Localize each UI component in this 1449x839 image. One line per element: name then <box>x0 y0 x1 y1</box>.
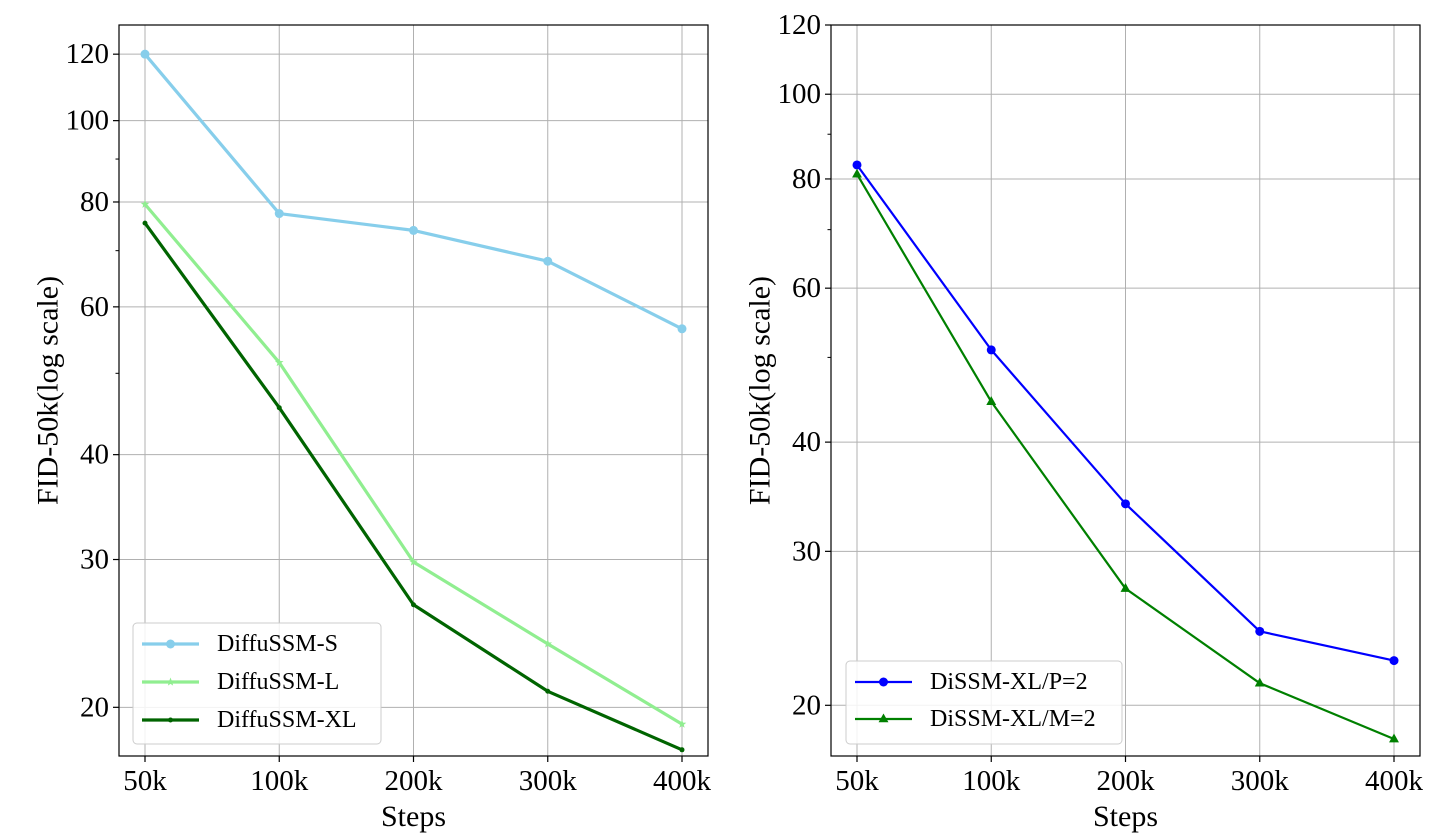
data-point <box>1254 677 1265 687</box>
data-point <box>140 49 150 59</box>
minor-ticks <box>827 133 831 358</box>
minor-ticks <box>115 158 119 374</box>
y-tick-label: 60 <box>792 272 821 304</box>
data-point <box>411 602 416 608</box>
data-point <box>1255 626 1265 636</box>
data-point <box>852 160 862 170</box>
chart-2: 20 30 40 60 80 100 120 50k 100k 200k 300k 400k Steps… <box>744 9 1424 833</box>
y-tick-label: 80 <box>792 163 821 195</box>
legend-box <box>132 622 382 745</box>
y-tick-label: 100 <box>66 105 110 137</box>
x-tick-label: 400k <box>653 765 712 797</box>
y-tick-label: 40 <box>80 439 109 471</box>
y-axis-label: FID-50k(log scale) <box>744 276 777 505</box>
data-point <box>545 688 551 694</box>
y-tick-label: 60 <box>80 291 109 323</box>
data-point <box>274 358 284 367</box>
y-tick-label: 120 <box>66 38 110 70</box>
data-point <box>679 747 685 753</box>
x-tick-label: 300k <box>1231 765 1290 797</box>
x-tick-label: 200k <box>385 765 444 797</box>
legend: DiSSM-XL/P=2 DiSSM-XL/M=2 <box>845 660 1123 745</box>
y-tick-label: 30 <box>80 544 109 576</box>
data-point <box>1120 583 1131 592</box>
data-point <box>140 199 150 208</box>
data-point <box>1121 499 1130 509</box>
x-tick-label: 300k <box>519 765 578 797</box>
data-point <box>543 256 553 266</box>
legend-marker <box>168 717 173 723</box>
data-point <box>677 324 687 334</box>
legend: DiffuSSM-S DiffuSSM-L DiffuSSM-XL <box>132 622 382 745</box>
y-tick-label: 20 <box>792 689 821 721</box>
data-point <box>543 639 553 648</box>
legend-box <box>845 660 1123 745</box>
series-DiffuSSM-XL <box>142 220 685 753</box>
y-axis-label: FID-50k(log scale) <box>32 276 65 505</box>
series-DiffuSSM-L <box>140 199 687 728</box>
series-DiSSM-XL/M=2 <box>852 168 1399 743</box>
y-tick-label: 40 <box>792 426 821 458</box>
x-tick-label: 400k <box>1365 765 1424 797</box>
y-tick-label: 100 <box>778 78 822 110</box>
legend-marker <box>879 677 888 687</box>
data-point <box>142 220 148 226</box>
legend-marker <box>878 713 889 723</box>
y-tick-label: 20 <box>80 691 109 723</box>
y-tick-label: 120 <box>778 9 822 41</box>
x-axis-label: Steps <box>381 800 446 833</box>
x-tick-label: 200k <box>1097 765 1156 797</box>
x-tick-label: 50k <box>835 765 879 797</box>
x-tick-label: 100k <box>962 765 1021 797</box>
data-point <box>409 557 418 566</box>
chart-1: 20 30 40 60 80 100 120 50k 100k 200k 300k 400k Steps… <box>32 24 712 833</box>
data-point <box>409 225 418 235</box>
data-point <box>274 209 284 219</box>
data-point <box>986 396 997 405</box>
legend-marker <box>166 677 175 686</box>
x-tick-label: 100k <box>250 765 309 797</box>
series-DiSSM-XL/P=2 <box>852 160 1399 666</box>
x-axis-label: Steps <box>1093 800 1158 833</box>
legend-label: DiSSM-XL/M=2 <box>930 706 1096 732</box>
data-point <box>1389 733 1399 743</box>
data-point <box>1389 656 1399 666</box>
data-point <box>852 168 862 178</box>
data-point <box>986 345 996 355</box>
data-point <box>276 405 282 411</box>
y-tick-label: 80 <box>80 186 109 218</box>
series-DiffuSSM-S <box>140 49 687 334</box>
x-tick-label: 50k <box>123 765 167 797</box>
legend-marker <box>166 639 175 649</box>
legend-label: DiffuSSM-L <box>217 669 339 695</box>
legend-label: DiSSM-XL/P=2 <box>930 669 1088 695</box>
legend-label: DiffuSSM-XL <box>217 707 357 733</box>
data-point <box>677 719 687 728</box>
legend-label: DiffuSSM-S <box>217 631 338 657</box>
y-tick-label: 30 <box>792 535 821 567</box>
